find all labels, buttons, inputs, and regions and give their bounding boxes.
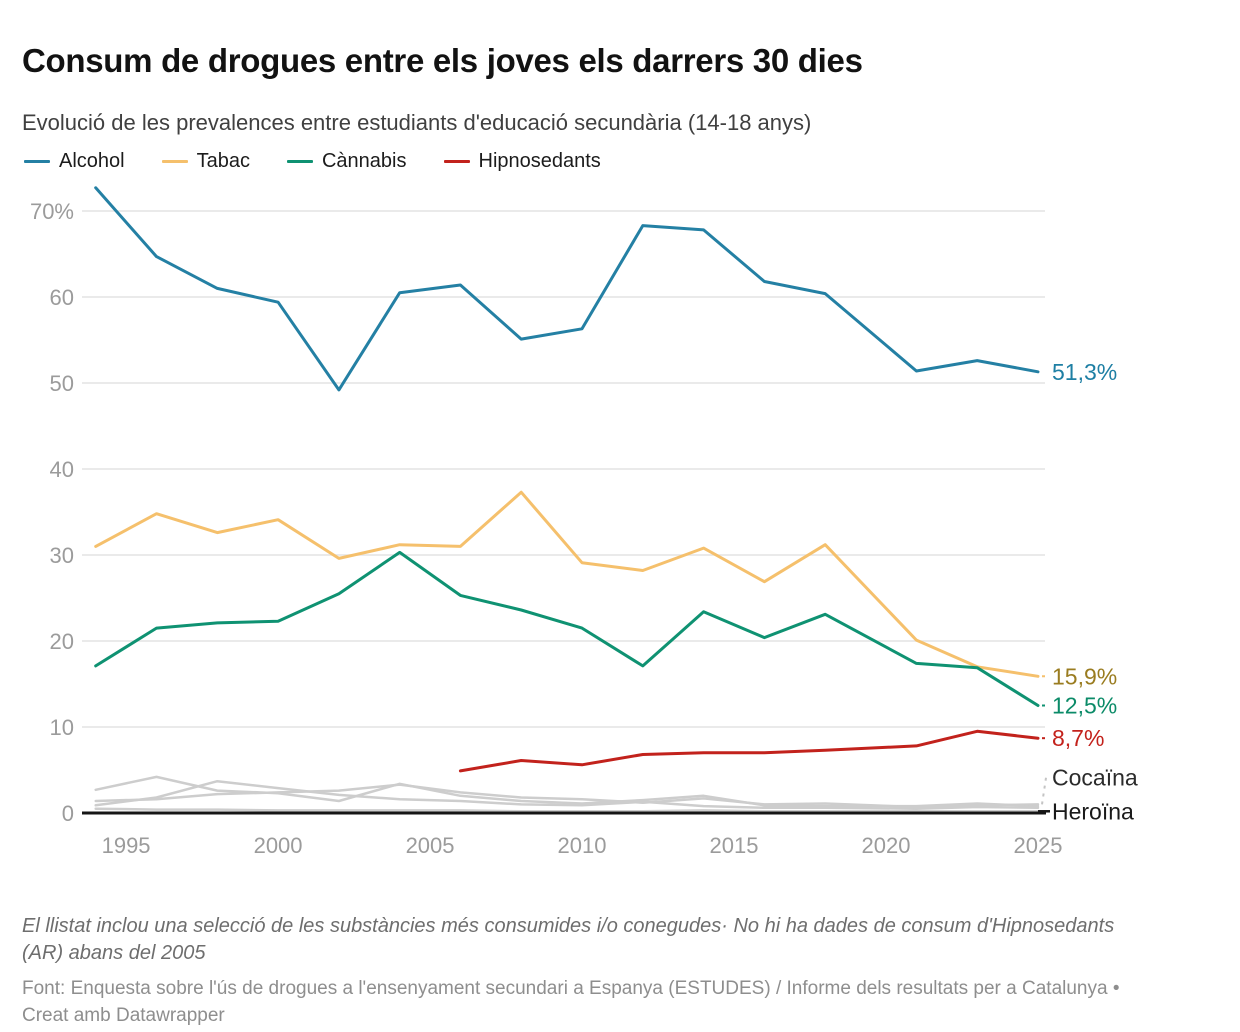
- end-label-tabac: 15,9%: [1052, 663, 1117, 689]
- x-tick-label: 2005: [406, 833, 455, 858]
- y-tick-label: 50: [50, 371, 74, 396]
- line-unlabeled-gray-2[interactable]: [94, 779, 1040, 810]
- y-tick-label: 60: [50, 285, 74, 310]
- source-text: Font: Enquesta sobre l'ús de drogues a l…: [22, 978, 1120, 999]
- line-tabac[interactable]: [94, 490, 1040, 678]
- x-tick-label: 2000: [254, 833, 303, 858]
- x-tick-label: 2015: [710, 833, 759, 858]
- x-tick-label: 2025: [1014, 833, 1063, 858]
- end-label-hipnosedants: 8,7%: [1052, 725, 1104, 751]
- y-tick-label: 0: [62, 801, 74, 826]
- line-alcohol[interactable]: [94, 186, 1040, 392]
- legend-label: Hipnosedants: [478, 150, 601, 172]
- legend-item-cannabis[interactable]: Cànnabis: [286, 150, 407, 173]
- legend: Alcohol Tabac Cànnabis Hipnosedants: [24, 150, 601, 173]
- x-tick-label: 1995: [102, 833, 151, 858]
- y-tick-label: 20: [50, 629, 74, 654]
- legend-item-hipnosedants[interactable]: Hipnosedants: [443, 150, 601, 173]
- datawrapper-link[interactable]: Creat amb Datawrapper: [22, 1005, 225, 1026]
- legend-swatch-alcohol: [24, 160, 50, 163]
- chart-subtitle: Evolució de les prevalences entre estudi…: [22, 110, 812, 135]
- line-heroina[interactable]: [94, 807, 1040, 813]
- y-tick-label: 70%: [30, 199, 74, 224]
- x-tick-label: 2020: [862, 833, 911, 858]
- y-tick-label: 30: [50, 543, 74, 568]
- end-label-heroina: Heroïna: [1052, 798, 1134, 824]
- y-tick-label: 10: [50, 715, 74, 740]
- line-cannabis[interactable]: [94, 550, 1040, 707]
- line-unlabeled-gray-1[interactable]: [94, 775, 1040, 808]
- legend-swatch-cannabis: [286, 160, 313, 163]
- line-cocaina[interactable]: [94, 783, 1040, 809]
- line-hipnosedants[interactable]: [458, 729, 1040, 773]
- end-label-alcohol: 51,3%: [1052, 359, 1117, 385]
- end-label-cannabis: 12,5%: [1052, 693, 1117, 719]
- legend-item-tabac[interactable]: Tabac: [161, 150, 250, 173]
- chart-source: Font: Enquesta sobre l'ús de drogues a l…: [22, 975, 1162, 1029]
- legend-label: Cànnabis: [321, 150, 407, 172]
- legend-swatch-tabac: [161, 160, 188, 163]
- legend-label: Tabac: [196, 150, 250, 172]
- x-tick-label: 2010: [558, 833, 607, 858]
- y-tick-label: 40: [50, 457, 74, 482]
- chart-footnote: El llistat inclou una selecció de les su…: [22, 915, 1115, 964]
- label-connector-cocaina: [1041, 777, 1047, 805]
- end-label-cocaina: Cocaïna: [1052, 765, 1138, 791]
- chart-title: Consum de drogues entre els joves els da…: [22, 42, 863, 80]
- legend-item-alcohol[interactable]: Alcohol: [24, 150, 125, 173]
- legend-label: Alcohol: [59, 150, 125, 172]
- legend-swatch-hipnosedants: [443, 160, 470, 163]
